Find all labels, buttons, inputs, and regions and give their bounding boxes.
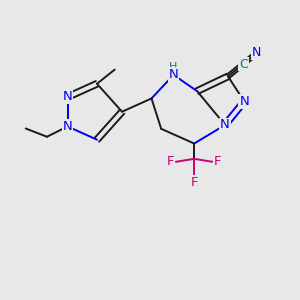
- Text: C: C: [239, 58, 248, 70]
- Text: F: F: [167, 155, 174, 168]
- Text: N: N: [63, 91, 72, 103]
- Text: F: F: [214, 155, 221, 168]
- Text: N: N: [169, 68, 178, 81]
- Text: F: F: [190, 176, 198, 189]
- Text: N: N: [220, 118, 230, 131]
- Text: N: N: [252, 46, 261, 59]
- Text: N: N: [239, 95, 249, 108]
- Text: H: H: [169, 62, 177, 72]
- Text: N: N: [63, 120, 72, 133]
